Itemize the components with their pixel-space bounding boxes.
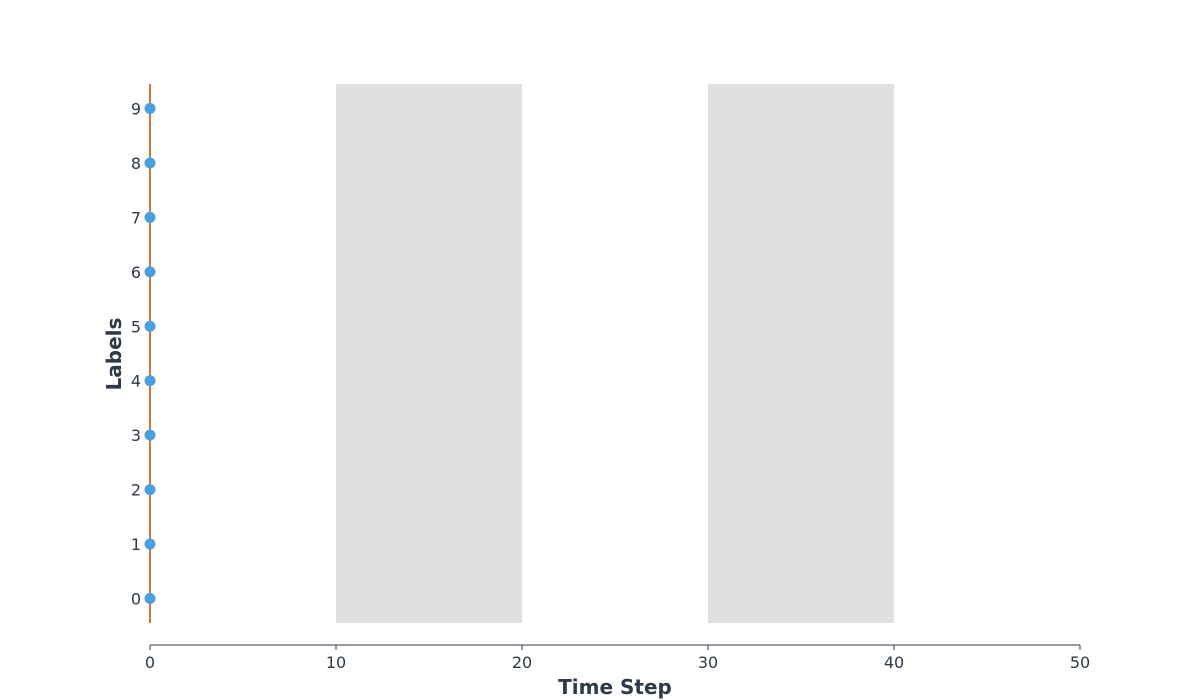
shaded-region-1 (708, 84, 894, 623)
data-point-9 (144, 103, 156, 114)
x-tick-label-2: 20 (512, 653, 532, 672)
y-tick-label-0: 0 (131, 590, 141, 609)
y-tick-label-4: 4 (131, 372, 141, 391)
x-tick-label-5: 50 (1070, 653, 1090, 672)
shaded-regions (336, 84, 894, 623)
x-tick-label-3: 30 (698, 653, 718, 672)
y-tick-label-2: 2 (131, 481, 141, 500)
data-point-2 (144, 484, 156, 496)
y-tick-label-3: 3 (131, 426, 141, 445)
x-tick-label-1: 10 (326, 653, 346, 672)
data-point-4 (144, 375, 156, 387)
shaded-region-0 (336, 84, 522, 623)
data-point-8 (144, 157, 156, 169)
x-tick-label-0: 0 (145, 653, 155, 672)
data-point-7 (144, 211, 156, 223)
y-tick-label-9: 9 (131, 100, 141, 119)
x-tick-label-4: 40 (884, 653, 904, 672)
data-point-0 (144, 593, 156, 604)
data-point-1 (144, 538, 156, 550)
y-axis-title: Labels (102, 318, 126, 391)
y-tick-label-8: 8 (131, 154, 141, 173)
data-point-6 (144, 266, 156, 278)
data-points (144, 103, 156, 604)
y-tick-label-5: 5 (131, 317, 141, 336)
y-ticks: 0 1 2 3 4 5 6 7 8 9 (131, 100, 141, 609)
x-axis-title: Time Step (558, 675, 672, 699)
y-tick-label-6: 6 (131, 263, 141, 282)
data-point-5 (144, 320, 156, 332)
y-tick-label-7: 7 (131, 208, 141, 227)
data-point-3 (144, 429, 156, 441)
y-tick-label-1: 1 (131, 535, 141, 554)
x-ticks: 0 10 20 30 40 50 (145, 645, 1090, 672)
